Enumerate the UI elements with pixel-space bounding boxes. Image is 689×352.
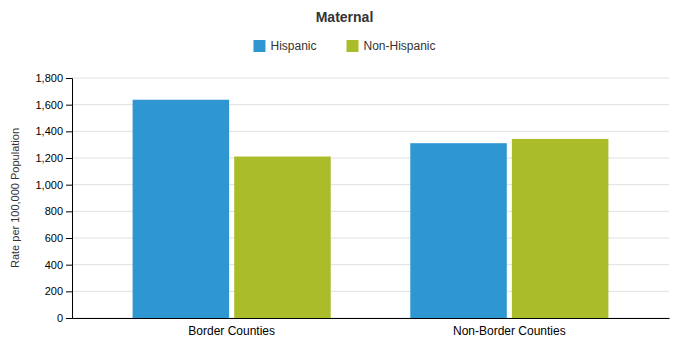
tick-mark	[66, 291, 72, 292]
tick-label: 800	[45, 205, 63, 217]
tick: 1,800	[35, 72, 72, 84]
tick-label: 1,800	[35, 72, 63, 84]
legend-item: Hispanic	[253, 39, 316, 53]
tick-label: 600	[45, 232, 63, 244]
tick: 1,600	[35, 99, 72, 111]
bar-series	[234, 139, 608, 318]
tick: 1,000	[35, 179, 72, 191]
bar	[410, 143, 507, 318]
tick-label: Non-Border Counties	[453, 324, 566, 338]
grid	[72, 78, 669, 318]
axis-line	[66, 79, 73, 319]
chart: 0 200 400 600 800 1,000 1,200 1,400 1,600 1,800 Bo…	[0, 0, 689, 352]
tick: Non-Border Counties	[453, 324, 566, 338]
bar-series	[133, 100, 507, 318]
tick-mark	[66, 131, 72, 132]
grid-line	[72, 78, 669, 79]
tick: 0	[57, 312, 72, 324]
tick-label: 1,600	[35, 99, 63, 111]
tick-mark	[66, 238, 72, 239]
tick-mark	[66, 78, 72, 79]
tick-label: 200	[45, 285, 63, 297]
tick-label: Border Counties	[188, 324, 275, 338]
x-axis: Border Counties Non-Border Counties	[73, 319, 670, 338]
legend-item: Non-Hispanic	[347, 39, 436, 53]
axis-line	[73, 318, 670, 319]
bar	[234, 157, 331, 318]
tick-mark	[66, 185, 72, 186]
tick-mark	[66, 105, 72, 106]
bar	[512, 139, 609, 318]
tick: 1,200	[35, 152, 72, 164]
tick-mark	[66, 318, 72, 319]
legend-swatch	[253, 40, 265, 52]
bar	[133, 100, 230, 318]
tick-mark	[66, 265, 72, 266]
tick: 600	[45, 232, 72, 244]
tick: 1,400	[35, 125, 72, 137]
tick: Border Counties	[188, 324, 275, 338]
legend-swatch	[347, 40, 359, 52]
bars	[133, 100, 609, 318]
y-axis: 0 200 400 600 800 1,000 1,200 1,400 1,600 1,800	[35, 72, 72, 324]
tick-mark	[66, 211, 72, 212]
tick-label: 1,400	[35, 125, 63, 137]
tick: 200	[45, 285, 72, 297]
tick-label: 0	[57, 312, 63, 324]
legend-label: Hispanic	[270, 39, 316, 53]
tick: 400	[45, 259, 72, 271]
tick-mark	[66, 158, 72, 159]
legend-label: Non-Hispanic	[364, 39, 436, 53]
tick-label: 1,000	[35, 179, 63, 191]
title: Maternal	[316, 9, 374, 25]
tick-label: 1,200	[35, 152, 63, 164]
legend: Hispanic Non-Hispanic	[253, 39, 435, 53]
tick: 800	[45, 205, 72, 217]
axis-title: Rate per 100,000 Population	[9, 128, 21, 268]
tick-label: 400	[45, 259, 63, 271]
plot-area: 0 200 400 600 800 1,000 1,200 1,400 1,600 1,800 Bo…	[35, 72, 669, 338]
